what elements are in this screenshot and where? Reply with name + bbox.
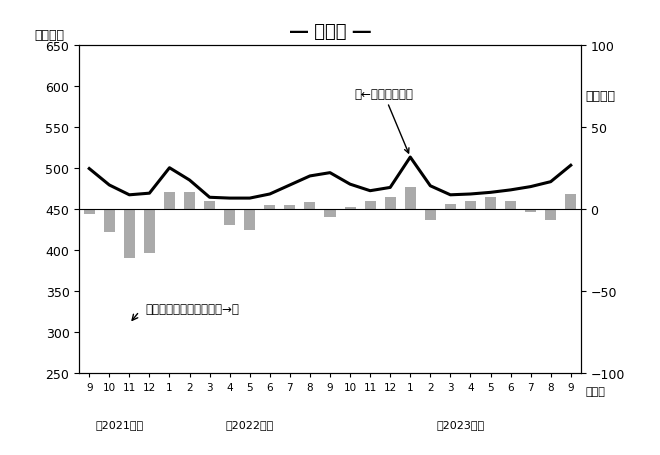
Bar — [505, 201, 516, 209]
Bar — [425, 209, 436, 221]
Bar — [525, 209, 536, 212]
Bar — [465, 201, 476, 209]
Text: （万人）: （万人） — [34, 29, 64, 42]
Title: ― 建設業 ―: ― 建設業 ― — [290, 23, 370, 41]
Bar — [385, 198, 396, 209]
Bar — [164, 193, 175, 209]
Bar — [244, 209, 255, 231]
Bar — [84, 209, 95, 214]
Bar — [124, 209, 135, 258]
Bar — [264, 206, 275, 209]
Bar — [325, 209, 335, 217]
Bar — [184, 193, 195, 209]
Bar — [485, 198, 496, 209]
Text: （2022年）: （2022年） — [226, 419, 274, 429]
Bar — [104, 209, 115, 232]
Text: （←左目盛）実数: （←左目盛）実数 — [354, 87, 413, 154]
Bar — [224, 209, 235, 226]
Bar — [545, 209, 556, 221]
Text: 対前年同月増減（右目盛→）: 対前年同月増減（右目盛→） — [145, 303, 240, 316]
Bar — [405, 188, 416, 209]
Bar — [204, 201, 215, 209]
Bar — [364, 201, 376, 209]
Bar — [345, 207, 356, 209]
Bar — [144, 209, 155, 253]
Text: （月）: （月） — [586, 386, 606, 396]
Bar — [304, 203, 315, 209]
Bar — [445, 204, 456, 209]
Bar — [284, 206, 296, 209]
Bar — [565, 195, 576, 209]
Text: （2021年）: （2021年） — [95, 419, 143, 429]
Text: （2023年）: （2023年） — [436, 419, 484, 429]
Text: （万人）: （万人） — [586, 90, 616, 103]
